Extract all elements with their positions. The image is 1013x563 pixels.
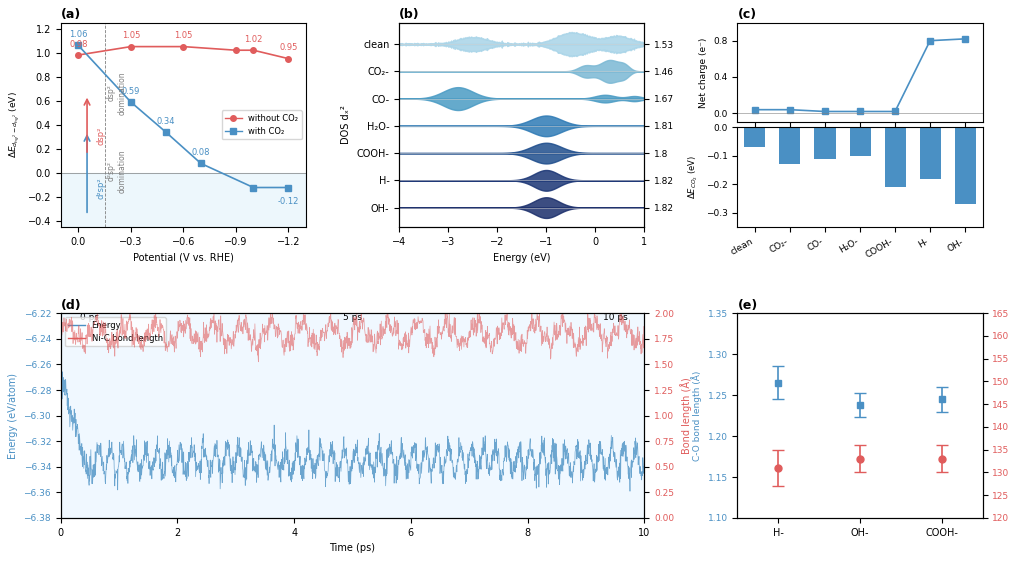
Text: 0.59: 0.59 xyxy=(122,87,140,96)
Y-axis label: Net charge (e⁻): Net charge (e⁻) xyxy=(699,37,708,108)
X-axis label: Potential (V vs. RHE): Potential (V vs. RHE) xyxy=(133,253,234,262)
Text: 1.02: 1.02 xyxy=(244,35,262,44)
X-axis label: Energy (eV): Energy (eV) xyxy=(493,253,550,262)
Bar xyxy=(779,127,800,164)
Bar xyxy=(850,127,870,156)
Text: d²sp²
domination: d²sp² domination xyxy=(107,150,127,193)
Text: 0 ps: 0 ps xyxy=(80,312,99,321)
Y-axis label: DOS dₓ²: DOS dₓ² xyxy=(341,105,350,144)
Bar xyxy=(61,173,306,233)
Y-axis label: C-O bond length (Å): C-O bond length (Å) xyxy=(691,370,702,461)
Text: 1.05: 1.05 xyxy=(174,32,192,41)
Y-axis label: Energy (eV/atom): Energy (eV/atom) xyxy=(8,373,18,459)
Text: 0.34: 0.34 xyxy=(157,117,175,126)
Bar xyxy=(954,127,976,204)
Text: d²sp²: d²sp² xyxy=(96,177,105,199)
Y-axis label: Bond length (Å): Bond length (Å) xyxy=(680,377,692,454)
Text: 1.06: 1.06 xyxy=(69,30,87,39)
Text: 1.05: 1.05 xyxy=(122,32,140,41)
Bar xyxy=(884,127,906,187)
Text: (a): (a) xyxy=(61,8,81,21)
Text: 5 ps: 5 ps xyxy=(343,312,362,321)
Text: (d): (d) xyxy=(61,299,81,312)
Legend: Energy, Ni-C bond length: Energy, Ni-C bond length xyxy=(65,318,166,346)
Text: -0.12: -0.12 xyxy=(278,197,299,206)
Text: 0.98: 0.98 xyxy=(69,40,87,49)
Text: 0.08: 0.08 xyxy=(191,148,210,157)
Legend: without CO₂, with CO₂: without CO₂, with CO₂ xyxy=(222,110,302,139)
Y-axis label: $\Delta E_{CO_2}$ (eV): $\Delta E_{CO_2}$ (eV) xyxy=(687,155,700,199)
X-axis label: Time (ps): Time (ps) xyxy=(329,543,376,553)
Text: 10 ps: 10 ps xyxy=(603,312,627,321)
Text: (b): (b) xyxy=(399,8,419,21)
Text: dsp²: dsp² xyxy=(96,127,105,145)
Bar xyxy=(920,127,941,178)
Text: dsp²
domination: dsp² domination xyxy=(107,71,127,115)
Text: (e): (e) xyxy=(737,299,758,312)
Text: 0.95: 0.95 xyxy=(280,43,298,52)
Bar xyxy=(814,127,836,159)
Bar xyxy=(745,127,766,148)
Y-axis label: $\Delta E_{d_{hg^2}-d_{hg^2}}$ (eV): $\Delta E_{d_{hg^2}-d_{hg^2}}$ (eV) xyxy=(7,92,22,158)
Text: (c): (c) xyxy=(737,8,757,21)
